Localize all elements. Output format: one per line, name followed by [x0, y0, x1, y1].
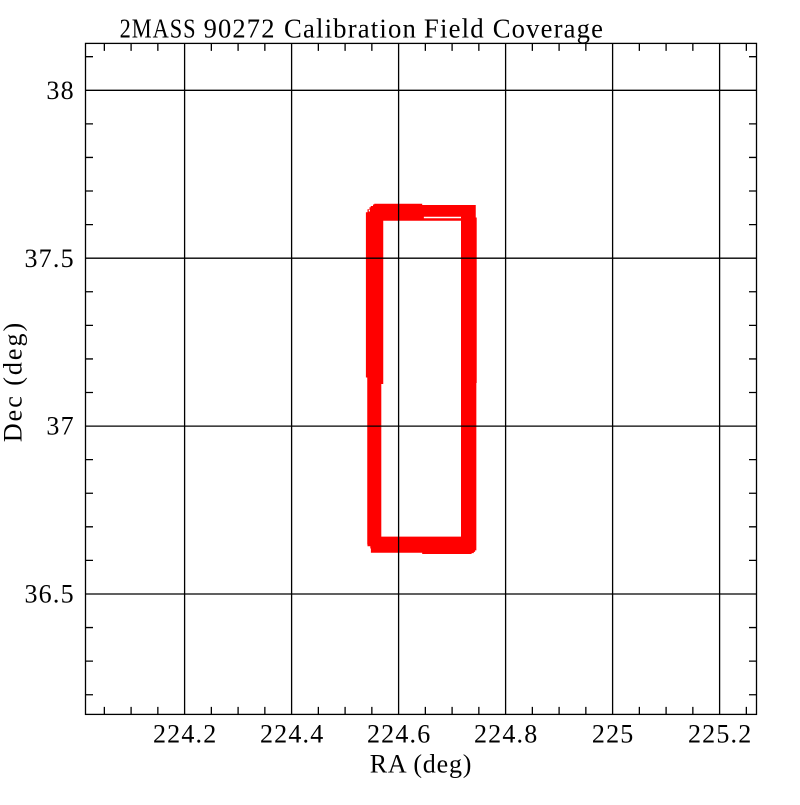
svg-text:37: 37: [46, 412, 74, 441]
svg-text:224.4: 224.4: [260, 720, 325, 749]
svg-text:225.2: 225.2: [688, 720, 753, 749]
svg-text:Calibration: Calibration: [284, 13, 417, 44]
svg-text:225: 225: [592, 720, 635, 749]
svg-text:37.5: 37.5: [24, 244, 74, 273]
svg-text:Field: Field: [424, 13, 485, 44]
svg-text:90272: 90272: [204, 13, 276, 44]
svg-text:RA (deg): RA (deg): [370, 749, 472, 778]
svg-text:Dec (deg): Dec (deg): [0, 321, 28, 442]
svg-text:Coverage: Coverage: [493, 13, 605, 44]
svg-text:2MASS: 2MASS: [120, 13, 197, 44]
svg-text:224.6: 224.6: [367, 720, 432, 749]
svg-text:38: 38: [46, 76, 74, 105]
svg-text:224.8: 224.8: [474, 720, 539, 749]
svg-text:36.5: 36.5: [24, 580, 74, 609]
svg-text:224.2: 224.2: [153, 720, 218, 749]
